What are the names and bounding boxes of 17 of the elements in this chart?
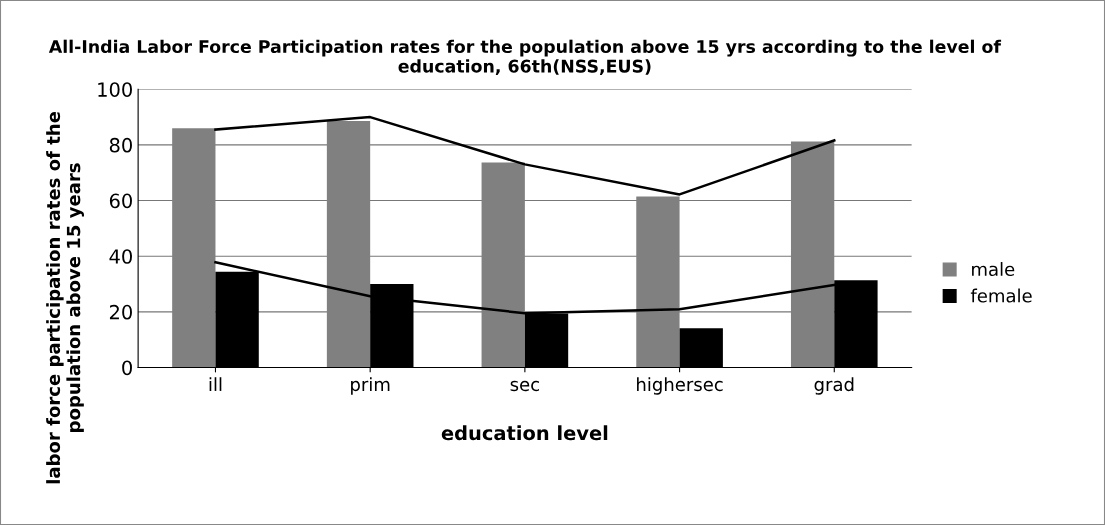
chart-title: All-India Labor Force Participation rates for the population above 15 yrs according to the level of education, 66th(NSS,EUS) <box>48 39 1002 75</box>
y-tick-label: 0 <box>122 360 132 376</box>
y-tick-label: 100 <box>98 82 132 97</box>
line-series <box>214 115 836 196</box>
y-tick-label: 80 <box>109 137 132 153</box>
y-axis-title: labor force participation rates of the population above 15 years <box>46 111 84 484</box>
x-tick-label: prim <box>351 377 390 395</box>
legend-label: male <box>972 262 1015 277</box>
y-tick-label: 20 <box>109 304 132 320</box>
legend-label: female <box>970 288 1032 303</box>
x-axis-title: education level <box>441 425 608 441</box>
x-tick-label: grad <box>814 377 854 395</box>
y-tick-label: 40 <box>109 249 132 264</box>
y-tick-label: 60 <box>109 193 132 209</box>
x-tick-label: ill <box>209 377 222 391</box>
x-tick-label: highersec <box>637 377 723 395</box>
x-tick-label: sec <box>510 380 539 392</box>
